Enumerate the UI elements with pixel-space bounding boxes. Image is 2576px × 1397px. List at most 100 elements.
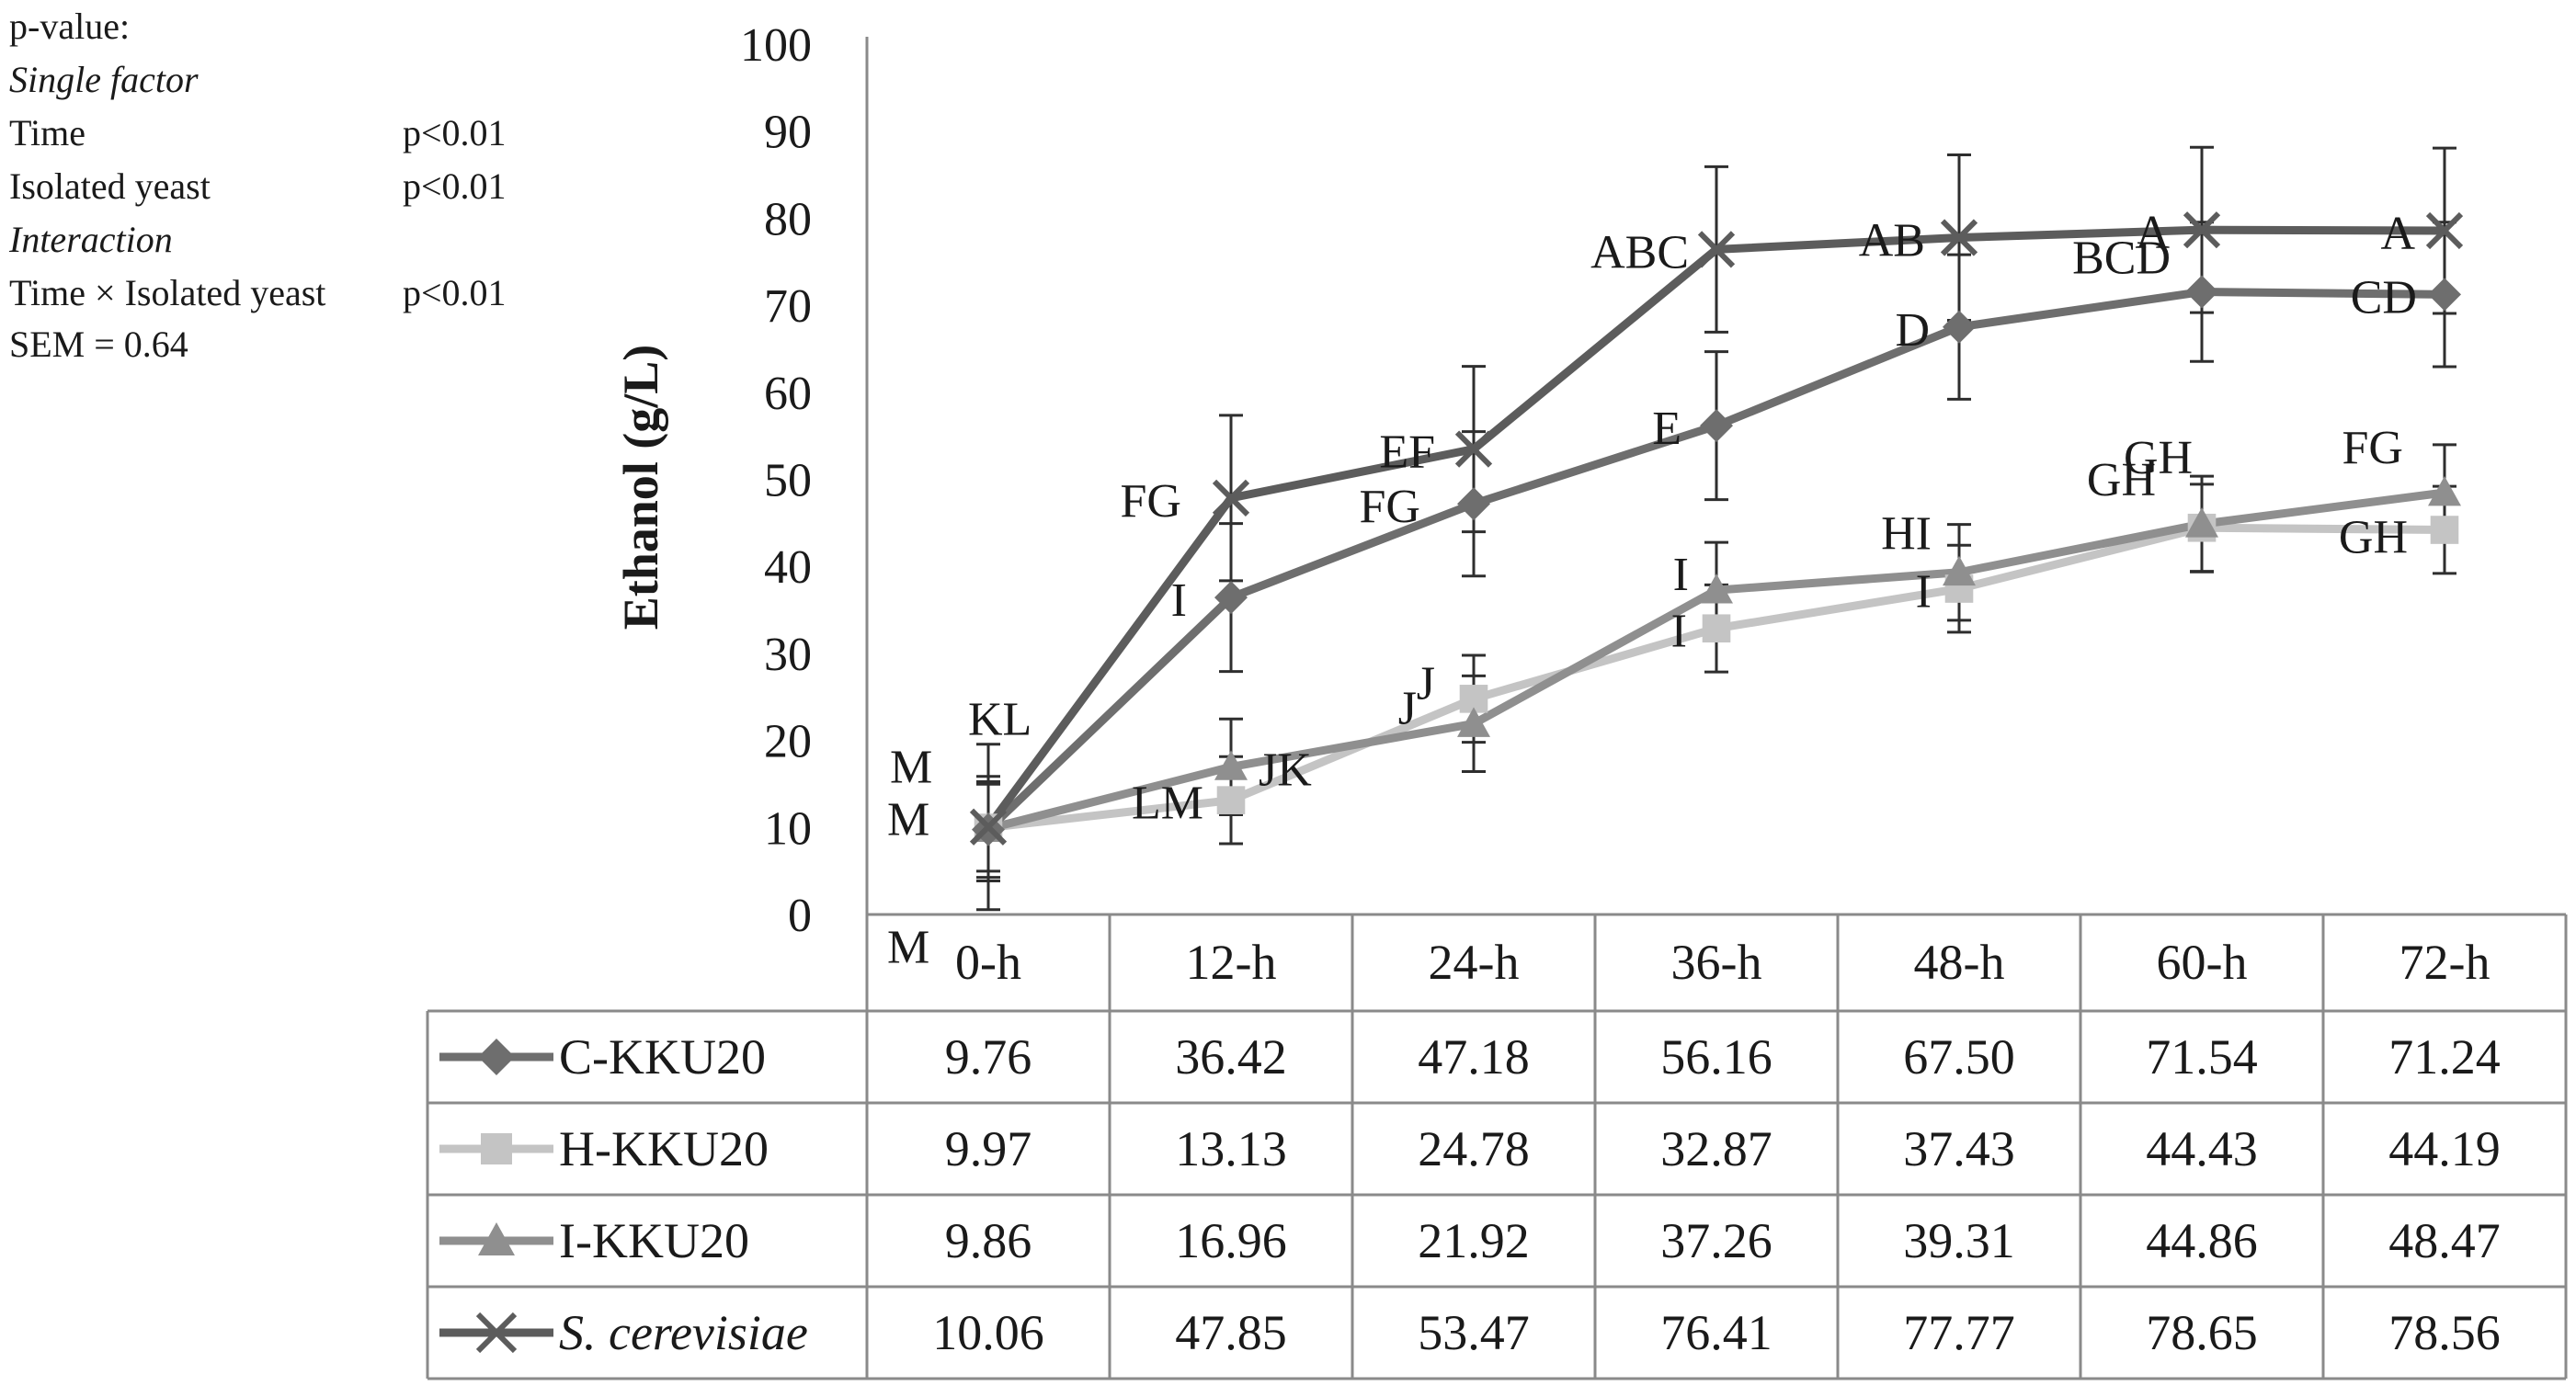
significance-letter: KL [968, 694, 1032, 746]
legend-label: I-KKU20 [559, 1213, 749, 1268]
x-category-label: 72-h [2399, 935, 2491, 990]
legend-key [439, 1222, 553, 1255]
legend-label: H-KKU20 [559, 1121, 769, 1176]
significance-letter: ABC [1590, 226, 1689, 278]
significance-letter: M [890, 742, 932, 794]
table-cell-value: 44.19 [2388, 1121, 2501, 1176]
table-cell-value: 24.78 [1418, 1121, 1530, 1176]
data-table: 0-h 12-h 24-h 36-h 48-h 60-h 72-h C-KKU20 9.76 36… [426, 913, 2568, 1380]
marker-x [969, 808, 1008, 846]
table-cell-value: 21.92 [1418, 1213, 1530, 1268]
table-cell-value: 77.77 [1903, 1305, 2015, 1360]
marker-triangle [1700, 574, 1733, 604]
marker-x [1697, 231, 1736, 268]
stats-yeast-p: p<0.01 [403, 165, 507, 207]
legend-label: S. cerevisiae [559, 1305, 808, 1360]
table-cell-value: 44.43 [2146, 1121, 2258, 1176]
marker-diamond [1943, 310, 1976, 344]
marker-x [1940, 219, 1978, 256]
marker-triangle [478, 1222, 515, 1255]
stats-interaction: Interaction [8, 219, 173, 260]
significance-letter: I [1671, 606, 1687, 658]
marker-square [2430, 516, 2459, 544]
table-cell-value: 32.87 [1660, 1121, 1772, 1176]
legend-label: C-KKU20 [559, 1029, 766, 1085]
legend-key [439, 1312, 553, 1354]
significance-letter: E [1652, 403, 1681, 455]
significance-letter: I [1916, 566, 1932, 619]
stats-yeast-label: Isolated yeast [9, 165, 211, 207]
table-cell-value: 9.97 [945, 1121, 1032, 1176]
stats-time-p: p<0.01 [403, 112, 507, 153]
significance-letter: GH [2339, 512, 2408, 564]
table-cell-value: 71.54 [2146, 1029, 2258, 1085]
table-cell-value: 37.43 [1903, 1121, 2015, 1176]
y-tick-label: 70 [764, 280, 812, 333]
table-cell-value: 16.96 [1175, 1213, 1287, 1268]
significance-letter: A [2135, 207, 2170, 259]
y-tick-label: 90 [764, 107, 812, 159]
stats-single-factor: Single factor [9, 59, 199, 100]
table-cell-value: 78.56 [2388, 1305, 2501, 1360]
table-cell-value: 47.85 [1175, 1305, 1287, 1360]
y-tick-label: 60 [764, 368, 812, 420]
significance-letter: FG [2342, 422, 2403, 474]
stats-heading: p-value: [9, 6, 130, 47]
marker-square [1216, 786, 1246, 814]
marker-x-stroke [1454, 430, 1493, 468]
significance-letter: BCD [2072, 233, 2171, 285]
significance-letter: I [1673, 549, 1689, 601]
table-cell-value: 56.16 [1660, 1029, 1772, 1085]
table-cell-value: 44.86 [2146, 1213, 2258, 1268]
marker-diamond [1700, 409, 1733, 443]
stats-time-label: Time [9, 112, 85, 153]
marker-triangle [1457, 707, 1490, 737]
significance-letter: J [1398, 682, 1417, 734]
marker-triangle [2185, 507, 2218, 538]
x-category-label: 12-h [1186, 935, 1277, 990]
table-cell-value: 67.50 [1903, 1029, 2015, 1085]
significance-letter: EF [1379, 426, 1435, 479]
marker-x-stroke [1212, 479, 1250, 517]
table-cell-value: 47.18 [1418, 1029, 1530, 1085]
y-tick-label: 40 [764, 541, 812, 594]
marker-diamond [1457, 487, 1490, 521]
marker-x-stroke [2183, 211, 2221, 249]
marker-x [2425, 211, 2464, 250]
marker-x [1212, 479, 1250, 517]
marker-diamond [2428, 278, 2461, 312]
significance-letter: HI [1881, 508, 1932, 561]
significance-letter: GH [2124, 432, 2193, 484]
y-tick-label: 80 [764, 193, 812, 245]
legend-key [439, 1133, 553, 1164]
significance-letter: GH [2087, 454, 2156, 506]
significance-letter: JK [1259, 744, 1312, 796]
marker-diamond [1214, 581, 1248, 615]
table-cell-value: 13.13 [1175, 1121, 1287, 1176]
marker-x-stroke [1940, 219, 1978, 256]
y-tick-label: 10 [764, 802, 812, 855]
significance-letter: D [1895, 304, 1930, 357]
table-cell-value: 76.41 [1660, 1305, 1772, 1360]
table-cell-value: 78.65 [2146, 1305, 2258, 1360]
marker-x-stroke [1697, 231, 1736, 268]
marker-triangle [1943, 555, 1976, 586]
y-tick-label: 0 [788, 890, 812, 942]
x-category-label: 60-h [2157, 935, 2248, 990]
marker-x-stroke [2425, 211, 2464, 250]
stats-sem: SEM = 0.64 [9, 324, 188, 365]
significance-letter: CD [2351, 271, 2417, 324]
table-cell-value: 37.26 [1660, 1213, 1772, 1268]
y-tick-label: 100 [740, 19, 812, 72]
y-tick-label: 30 [764, 629, 812, 681]
y-tick-label: 20 [764, 716, 812, 768]
x-category-label: 36-h [1671, 935, 1762, 990]
x-category-label: 0-h [955, 935, 1021, 990]
axes: 0 10 20 30 40 50 60 70 80 90 100 [740, 19, 869, 942]
marker-x [1454, 430, 1493, 468]
significance-letter: A [2380, 208, 2415, 260]
series-markers [969, 211, 2464, 846]
marker-diamond [2185, 275, 2218, 309]
